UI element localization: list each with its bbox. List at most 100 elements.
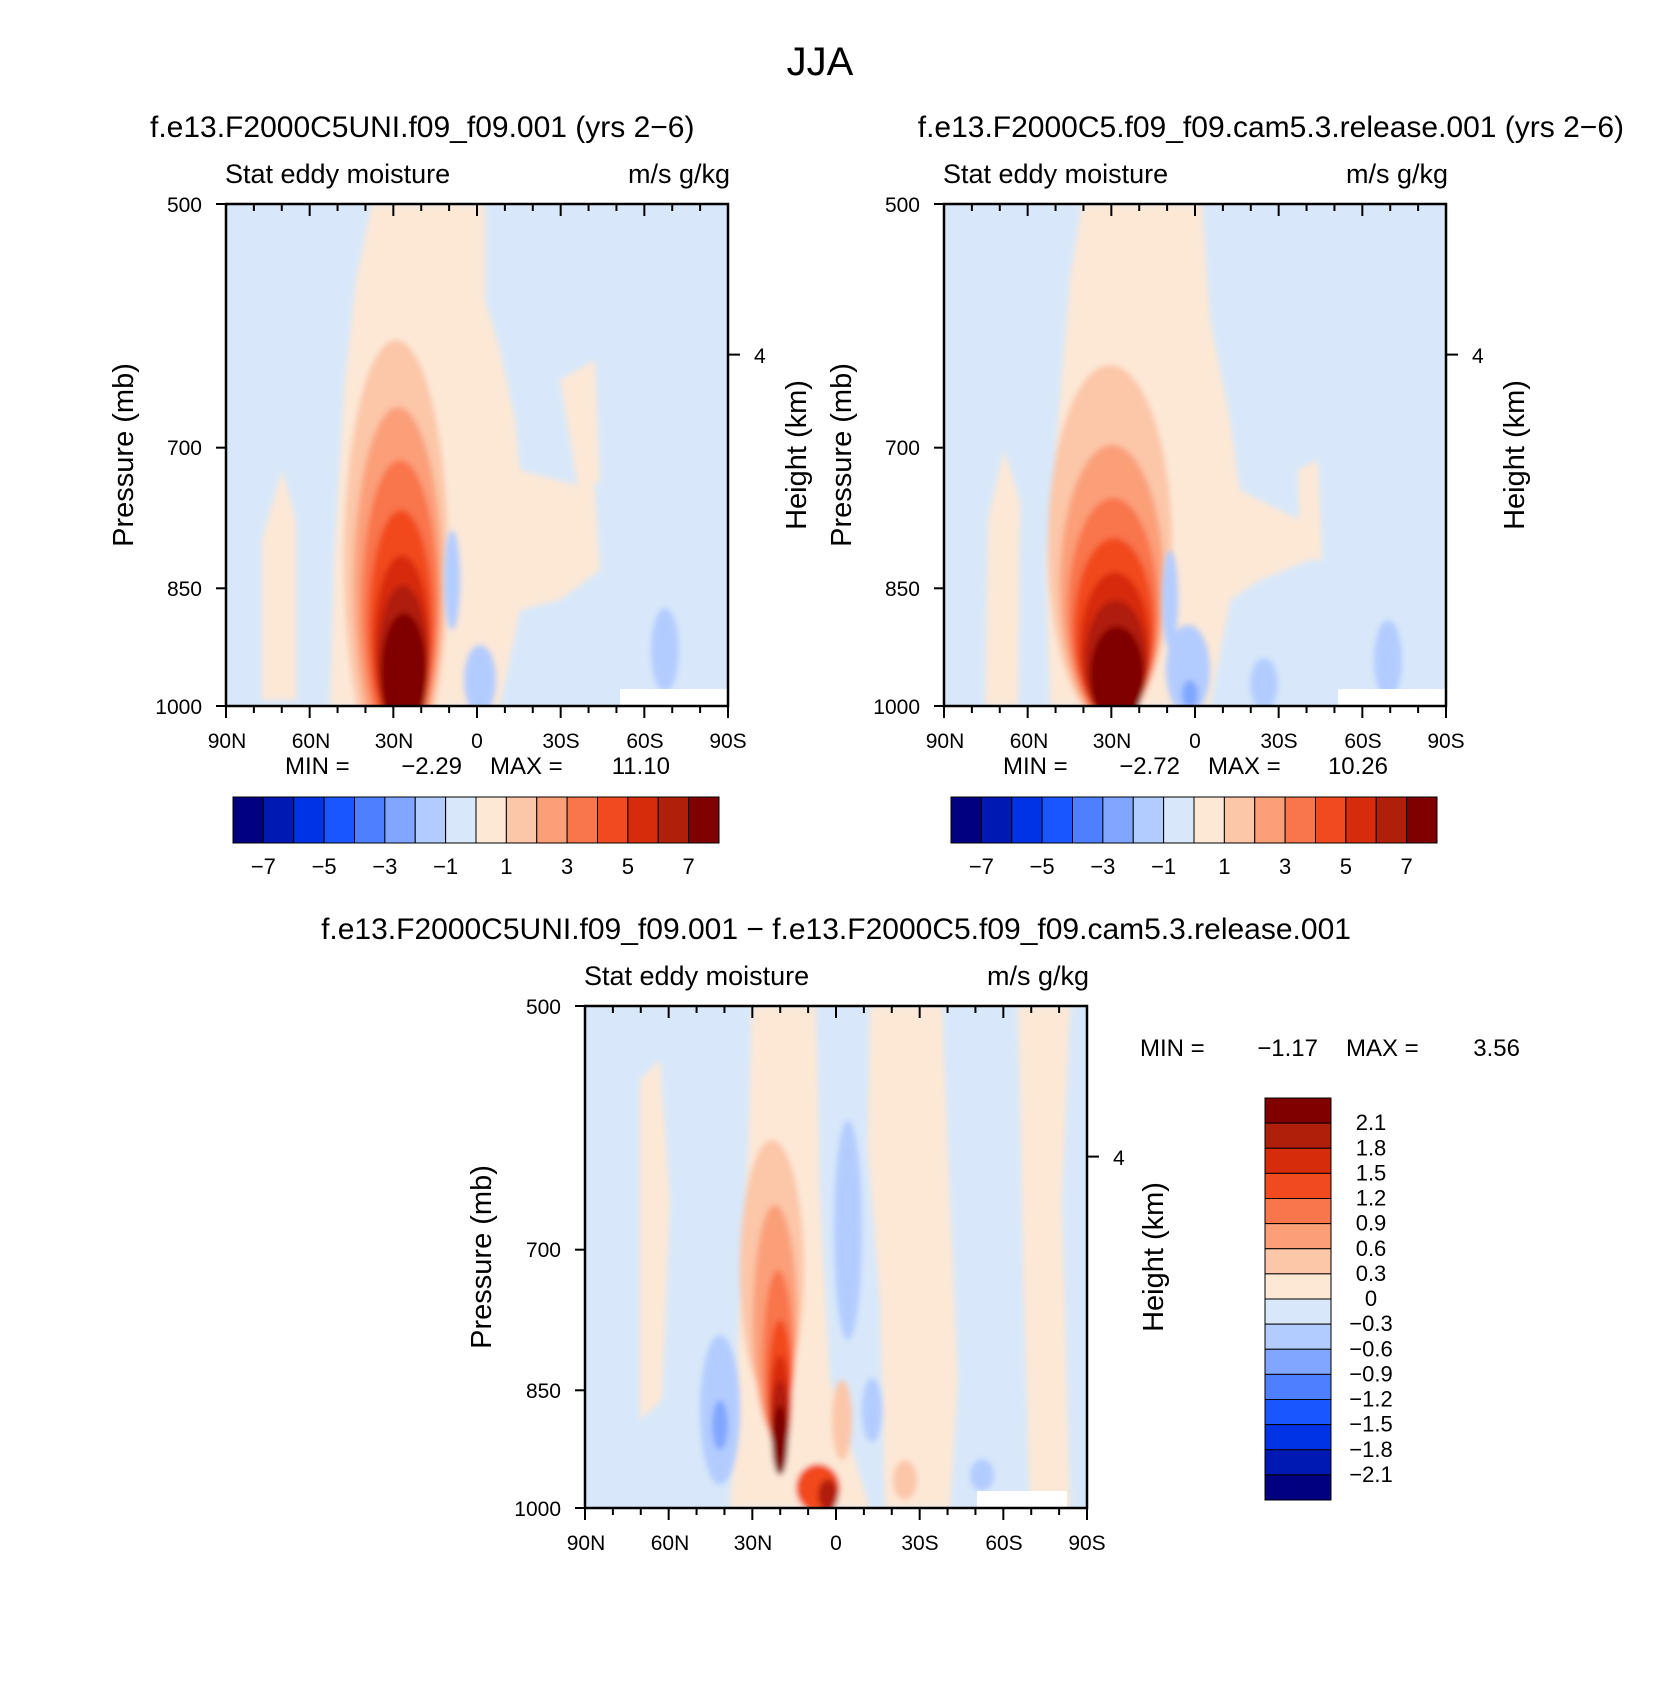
panel-2-xtick-label-90s: 90S xyxy=(1427,730,1464,753)
panel-3-contour-0-north xyxy=(640,1060,670,1420)
panel-2-ytick-label-1000: 1000 xyxy=(873,696,920,719)
panel-2-neg-patch-b xyxy=(1250,658,1278,706)
panel-3-colorbar-label: 1.8 xyxy=(1356,1135,1387,1160)
panel-2-neg-patch-c xyxy=(1374,620,1402,700)
panel-2-y-axis-label: Pressure (mb) xyxy=(826,363,858,547)
panel-3-right-tick-label-4: 4 xyxy=(1113,1147,1125,1170)
panel-3-colorbar-label: 0.9 xyxy=(1356,1211,1387,1236)
panel-2-right-tick-label-4: 4 xyxy=(1472,345,1484,368)
panel-1-neg-patch-c xyxy=(444,530,460,630)
panel-3-colorbar-label: −1.2 xyxy=(1349,1387,1392,1412)
panel-2: f.e13.F2000C5.f09_f09.cam5.3.release.001… xyxy=(826,111,1624,879)
panel-2-colorbar-label: 3 xyxy=(1279,854,1291,879)
panel-1-ytick-label-700: 700 xyxy=(167,437,202,460)
panel-3-contour-7 xyxy=(772,1405,788,1475)
panel-1-colorbar-label: 3 xyxy=(561,854,573,879)
panel-3-colorbar-box xyxy=(1264,1474,1332,1501)
panel-2-ytick-label-500: 500 xyxy=(885,194,920,217)
panel-1-contour-7 xyxy=(381,613,427,706)
panel-1-colorbar-box xyxy=(688,796,720,844)
panel-3-colorbar-box xyxy=(1264,1097,1332,1124)
panel-2-field xyxy=(944,204,1446,706)
panel-3-colorbar-box xyxy=(1264,1449,1332,1476)
panel-3-y-axis-label: Pressure (mb) xyxy=(466,1165,498,1349)
panel-1-colorbar-label: 5 xyxy=(622,854,634,879)
panel-1-axis-ticks xyxy=(216,203,740,718)
panel-2-xtick-label-30s: 30S xyxy=(1260,730,1297,753)
panel-3-negative-patches xyxy=(700,1120,994,1491)
panel-1-max-value: 11.10 xyxy=(612,753,670,780)
panel-1-neg-patch-b xyxy=(651,608,679,692)
panel-1-colorbar-box xyxy=(627,796,659,844)
panel-2-contour-0-band-60n xyxy=(985,450,1020,706)
panel-3-neg-patch-b xyxy=(712,1400,728,1450)
panel-3-variable-label: Stat eddy moisture xyxy=(584,961,809,991)
panel-2-neg-patch-e xyxy=(1182,680,1198,706)
panel-3-xtick-label-0: 0 xyxy=(830,1532,842,1555)
panel-2-xtick-label-30n: 30N xyxy=(1093,730,1132,753)
panel-3-colorbar-box xyxy=(1264,1172,1332,1199)
panel-2-terrain-mask xyxy=(1338,689,1446,706)
panel-2-colorbar-box xyxy=(1132,796,1165,844)
panel-1-ytick-label-1000: 1000 xyxy=(155,696,202,719)
panel-1-colorbar-label: −5 xyxy=(312,854,337,879)
panel-2-axis-ticks xyxy=(934,203,1458,718)
panel-2-variable-label: Stat eddy moisture xyxy=(943,159,1168,189)
panel-3-colorbar-box xyxy=(1264,1323,1332,1350)
panel-2-neg-patch-a xyxy=(1166,625,1210,706)
panel-3-colorbar-label: 0.6 xyxy=(1356,1236,1387,1261)
panel-3-colorbar-label: 0 xyxy=(1365,1286,1377,1311)
panel-1: f.e13.F2000C5UNI.f09_f09.001 (yrs 2−6) S… xyxy=(108,111,813,879)
panel-2-colorbar-box xyxy=(980,796,1013,844)
panel-2-colorbar-box xyxy=(1223,796,1256,844)
panel-1-contour-0-band-60n xyxy=(262,470,296,700)
panel-1-field xyxy=(226,204,728,706)
panel-1-colorbar-label: 1 xyxy=(500,854,512,879)
panel-2-colorbar-box xyxy=(950,796,982,844)
panel-3-ytick-label-1000: 1000 xyxy=(514,1498,561,1521)
panel-2-neg-patch-d xyxy=(1162,550,1178,650)
panel-1-ytick-label-500: 500 xyxy=(167,194,202,217)
panel-3-ytick-label-850: 850 xyxy=(526,1380,561,1403)
panel-3-positive-regions xyxy=(640,1006,1070,1508)
panel-2-positive-plume xyxy=(985,204,1322,706)
panel-1-x-tick-labels: 90N 60N 30N 0 30S 60S 90S xyxy=(208,730,747,753)
panel-3-ytick-label-700: 700 xyxy=(526,1239,561,1262)
panel-1-colorbar-box xyxy=(293,796,325,844)
panel-3-max-value: 3.56 xyxy=(1473,1035,1520,1062)
panel-1-y-axis-label: Pressure (mb) xyxy=(108,363,140,547)
panel-1-right-tick-label-4: 4 xyxy=(754,345,766,368)
panel-1-colorbar-box xyxy=(262,796,295,844)
panel-3-colorbar-box xyxy=(1264,1348,1332,1375)
panel-2-contour-0-band-sw xyxy=(1298,460,1322,560)
panel-1-contour-0-band-sw xyxy=(560,360,600,500)
panel-1-xtick-label-60s: 60S xyxy=(626,730,663,753)
panel-3-neg-patch-e xyxy=(970,1459,994,1491)
panel-1-xtick-label-0: 0 xyxy=(471,730,483,753)
panel-3-colorbar-label: −1.5 xyxy=(1349,1412,1392,1437)
panel-1-colorbar-box xyxy=(505,796,538,844)
panel-3-xtick-label-90s: 90S xyxy=(1068,1532,1105,1555)
panel-2-colorbar-label: 5 xyxy=(1340,854,1352,879)
panel-1-colorbar-label: −1 xyxy=(433,854,458,879)
panel-3-field xyxy=(585,1006,1087,1508)
panel-2-colorbar-label: −7 xyxy=(969,854,994,879)
panel-2-colorbar-box xyxy=(1315,796,1347,844)
panel-3-title: f.e13.F2000C5UNI.f09_f09.001 − f.e13.F20… xyxy=(321,913,1351,946)
panel-1-colorbar-label: 7 xyxy=(683,854,695,879)
panel-3-colorbar-label: 1.5 xyxy=(1356,1160,1387,1185)
panel-3-colorbar-box xyxy=(1264,1223,1332,1250)
panel-1-units-label: m/s g/kg xyxy=(628,159,730,189)
panel-2-colorbar-box xyxy=(1163,796,1195,844)
panel-3-colorbar-label: −0.6 xyxy=(1349,1336,1392,1361)
panel-1-colorbar-box xyxy=(566,796,598,844)
panel-3-xtick-label-60n: 60N xyxy=(651,1532,690,1555)
panel-3-y-tick-labels: 500 700 850 1000 4 xyxy=(514,996,1125,1521)
panel-1-xtick-label-30s: 30S xyxy=(542,730,579,753)
panel-3: f.e13.F2000C5UNI.f09_f09.001 − f.e13.F20… xyxy=(321,913,1520,1555)
panel-1-positive-plume xyxy=(262,204,600,706)
panel-2-xtick-label-60n: 60N xyxy=(1010,730,1049,753)
panel-3-axis-ticks xyxy=(575,1005,1099,1520)
panel-3-colorbar-label: −0.9 xyxy=(1349,1361,1392,1386)
